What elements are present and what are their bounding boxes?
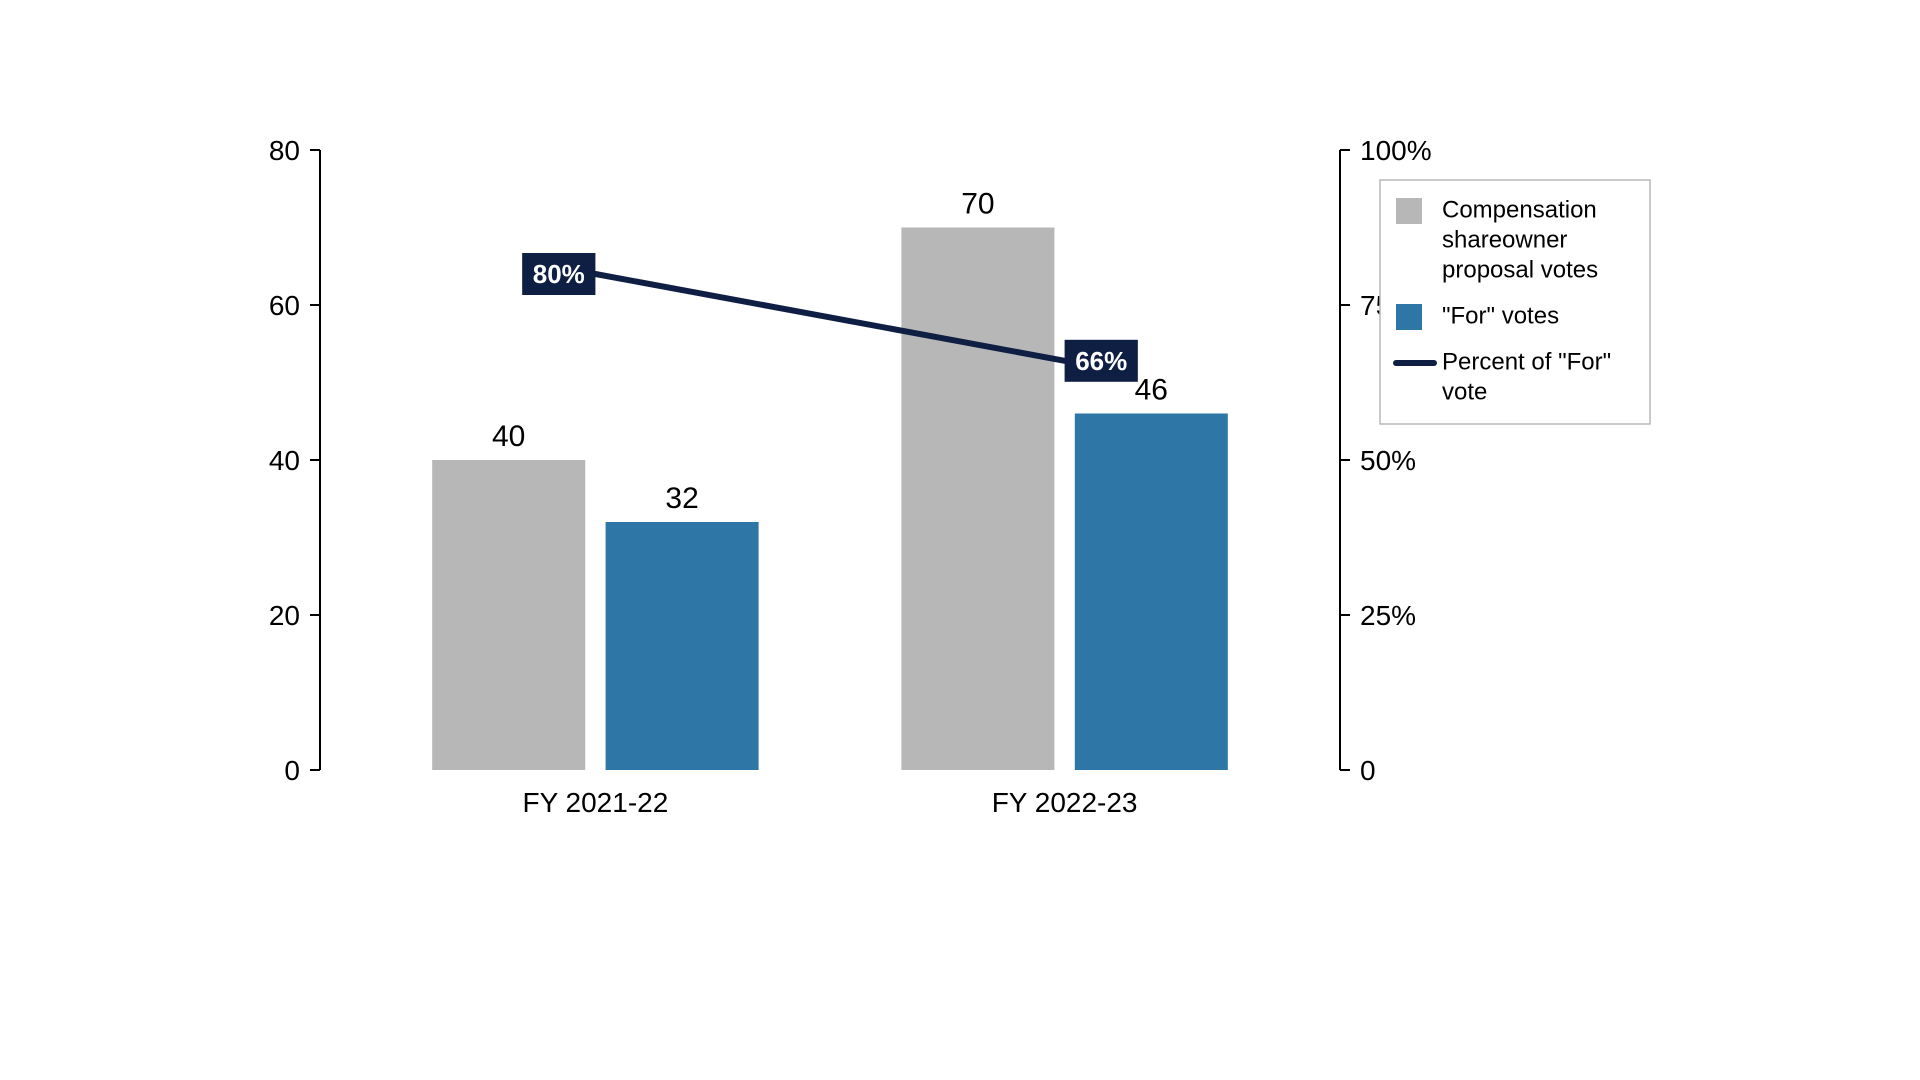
y-right-tick-label: 100%	[1360, 135, 1432, 166]
legend-label: Percent of "For"	[1442, 349, 1611, 376]
y-left-tick-label: 0	[284, 755, 300, 786]
y-left-tick-label: 40	[269, 445, 300, 476]
bar	[1075, 414, 1228, 771]
chart-svg: 020406080025%50%75%100%4032FY 2021-22704…	[240, 130, 1680, 950]
line-value-label: 80%	[533, 259, 585, 289]
y-right-tick-label: 50%	[1360, 445, 1416, 476]
legend-label: shareowner	[1442, 227, 1567, 254]
chart-container: 020406080025%50%75%100%4032FY 2021-22704…	[240, 130, 1680, 950]
y-right-tick-label: 25%	[1360, 600, 1416, 631]
legend-label: proposal votes	[1442, 257, 1598, 284]
legend-label: "For" votes	[1442, 303, 1559, 330]
bar-value-label: 40	[492, 420, 525, 453]
legend-label: Compensation	[1442, 197, 1597, 224]
y-right-tick-label: 0	[1360, 755, 1376, 786]
y-left-tick-label: 20	[269, 600, 300, 631]
legend-label: vote	[1442, 379, 1487, 406]
y-left-tick-label: 60	[269, 290, 300, 321]
bar-value-label: 32	[665, 482, 698, 515]
bar-value-label: 46	[1135, 374, 1168, 407]
bar	[432, 460, 585, 770]
bar	[606, 522, 759, 770]
category-label: FY 2021-22	[522, 787, 668, 818]
line-value-label: 66%	[1075, 346, 1127, 376]
bar	[901, 228, 1054, 771]
category-label: FY 2022-23	[992, 787, 1138, 818]
y-left-tick-label: 80	[269, 135, 300, 166]
bar-value-label: 70	[961, 188, 994, 221]
